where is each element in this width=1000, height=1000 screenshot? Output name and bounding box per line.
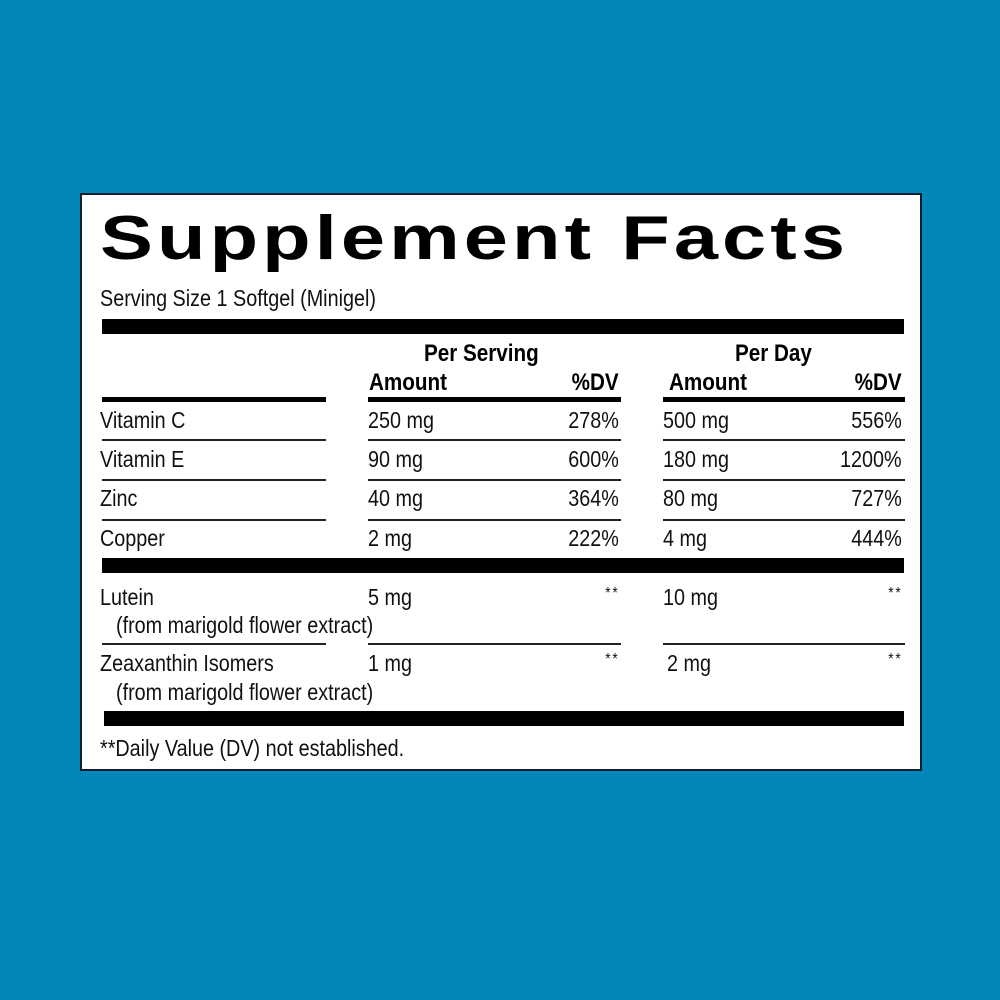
supplement-facts-label: Supplement Facts Serving Size 1 Softgel … (80, 193, 922, 771)
day-dv: ** (887, 651, 902, 668)
header-per-serving: Per Serving (424, 340, 539, 367)
day-amount: 180 mg (663, 446, 729, 472)
day-dv: 727% (851, 485, 902, 511)
serving-dv: 222% (568, 525, 619, 551)
footnote: **Daily Value (DV) not established. (100, 735, 405, 761)
serving-dv: ** (604, 585, 619, 602)
nutrient-name: Vitamin C (100, 407, 186, 433)
header-rule-name (102, 397, 326, 402)
serving-size: Serving Size 1 Softgel (Minigel) (100, 285, 376, 311)
serving-dv: ** (604, 651, 619, 668)
serving-amount: 1 mg (368, 650, 412, 676)
serving-dv: 278% (568, 407, 619, 433)
thick-divider-middle (102, 558, 904, 573)
day-amount: 80 mg (663, 485, 718, 511)
header-rule-serving (368, 397, 621, 402)
row-rule (102, 643, 326, 645)
header-rule-day (663, 397, 905, 402)
serving-amount: 40 mg (368, 485, 423, 511)
ingredient-name: Lutein (100, 584, 154, 610)
day-amount: 500 mg (663, 407, 729, 433)
thick-divider-bottom (104, 711, 904, 726)
day-dv: 556% (851, 407, 902, 433)
day-amount: 2 mg (667, 650, 711, 676)
day-amount: 10 mg (663, 584, 718, 610)
row-rule (663, 439, 905, 441)
day-amount: 4 mg (663, 525, 707, 551)
row-rule (663, 643, 905, 645)
serving-dv: 600% (568, 446, 619, 472)
row-rule (102, 519, 326, 521)
row-rule (102, 439, 326, 441)
serving-amount: 90 mg (368, 446, 423, 472)
header-serving-amount: Amount (369, 369, 447, 396)
serving-amount: 250 mg (368, 407, 434, 433)
row-rule (368, 479, 621, 481)
row-rule (368, 643, 621, 645)
nutrient-name: Zinc (100, 485, 138, 511)
nutrient-name: Copper (100, 525, 165, 551)
row-rule (663, 479, 905, 481)
ingredient-source: (from marigold flower extract) (116, 612, 374, 638)
header-day-amount: Amount (669, 369, 747, 396)
row-rule (663, 519, 905, 521)
serving-dv: 364% (568, 485, 619, 511)
row-rule (102, 479, 326, 481)
header-serving-dv: %DV (571, 369, 619, 396)
day-dv: ** (887, 585, 902, 602)
header-per-day: Per Day (735, 340, 812, 367)
row-rule (368, 519, 621, 521)
ingredient-name: Zeaxanthin Isomers (100, 650, 274, 676)
nutrient-name: Vitamin E (100, 446, 185, 472)
row-rule (368, 439, 621, 441)
serving-amount: 5 mg (368, 584, 412, 610)
label-title: Supplement Facts (100, 204, 850, 273)
day-dv: 444% (851, 525, 902, 551)
serving-amount: 2 mg (368, 525, 412, 551)
thick-divider-top (102, 319, 904, 334)
ingredient-source: (from marigold flower extract) (116, 679, 374, 705)
day-dv: 1200% (840, 446, 902, 472)
header-day-dv: %DV (854, 369, 902, 396)
